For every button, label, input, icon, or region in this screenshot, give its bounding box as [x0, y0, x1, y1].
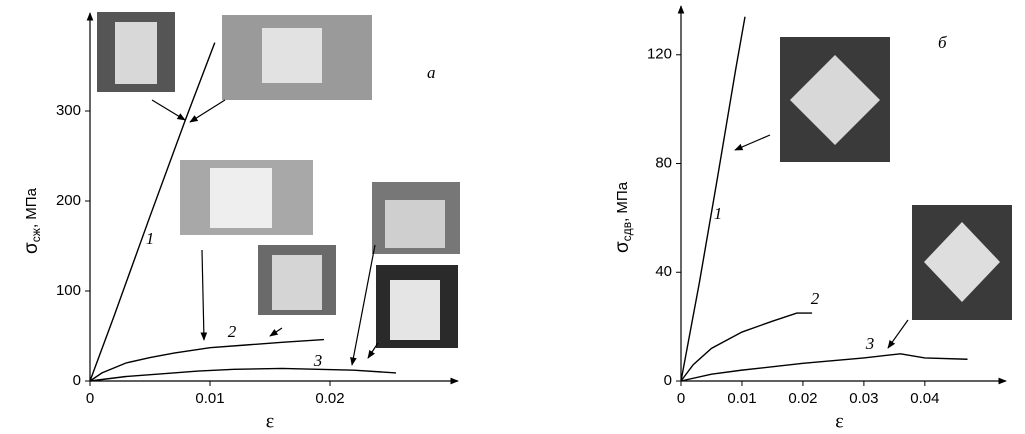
y-tick-label: 200 [56, 192, 81, 209]
y-tick-label: 300 [56, 102, 81, 119]
arrow [202, 250, 204, 340]
y-label-subscript: сж [29, 228, 43, 242]
arrow [190, 100, 225, 122]
y-label-symbol: σ [21, 242, 42, 254]
figure: 00.010.020100200300εσсж, МПаа12300.010.0… [0, 0, 1025, 434]
curve-label: 2 [228, 322, 237, 341]
curve [681, 354, 968, 381]
x-tick-label: 0.03 [849, 390, 878, 407]
arrow [270, 328, 282, 336]
x-tick-label: 0 [86, 390, 94, 407]
x-tick-label: 0 [677, 390, 685, 407]
curve-label: 1 [714, 204, 723, 223]
curve [681, 313, 812, 381]
y-label-subscript: сдв [620, 222, 634, 241]
y-label-unit: , МПа [23, 187, 40, 228]
y-tick-label: 80 [655, 154, 672, 171]
curve [90, 340, 324, 381]
curve-label: 2 [811, 289, 820, 308]
arrow [735, 135, 770, 150]
arrow [352, 245, 375, 365]
y-tick-label: 0 [664, 372, 672, 389]
x-tick-label: 0.02 [788, 390, 817, 407]
y-label-unit: , МПа [614, 181, 631, 222]
panel-label: а [427, 63, 436, 82]
photo [385, 200, 445, 248]
photo [115, 22, 157, 84]
y-tick-label: 40 [655, 263, 672, 280]
panel-label: б [938, 33, 947, 52]
photo [210, 168, 272, 228]
curve-label: 3 [313, 351, 323, 370]
y-tick-label: 120 [647, 46, 672, 63]
curve-label: 1 [146, 229, 155, 248]
y-label-symbol: σ [612, 241, 633, 253]
arrow [152, 100, 185, 120]
photo [272, 255, 322, 310]
x-axis-label: ε [266, 411, 274, 433]
arrow [888, 320, 908, 348]
x-axis-label: ε [835, 411, 843, 433]
y-tick-label: 0 [73, 372, 81, 389]
y-axis-label: σсж, МПа [21, 187, 43, 254]
curve-label: 3 [865, 334, 875, 353]
photo [262, 28, 322, 83]
x-tick-label: 0.02 [315, 390, 344, 407]
curve [90, 368, 396, 381]
photos [97, 12, 1012, 348]
photo [390, 280, 440, 340]
y-tick-label: 100 [56, 282, 81, 299]
x-tick-label: 0.01 [195, 390, 224, 407]
x-tick-label: 0.01 [727, 390, 756, 407]
arrow [368, 343, 378, 358]
y-axis-label: σсдв, МПа [612, 181, 634, 253]
x-tick-label: 0.04 [910, 390, 939, 407]
curve [681, 17, 745, 381]
